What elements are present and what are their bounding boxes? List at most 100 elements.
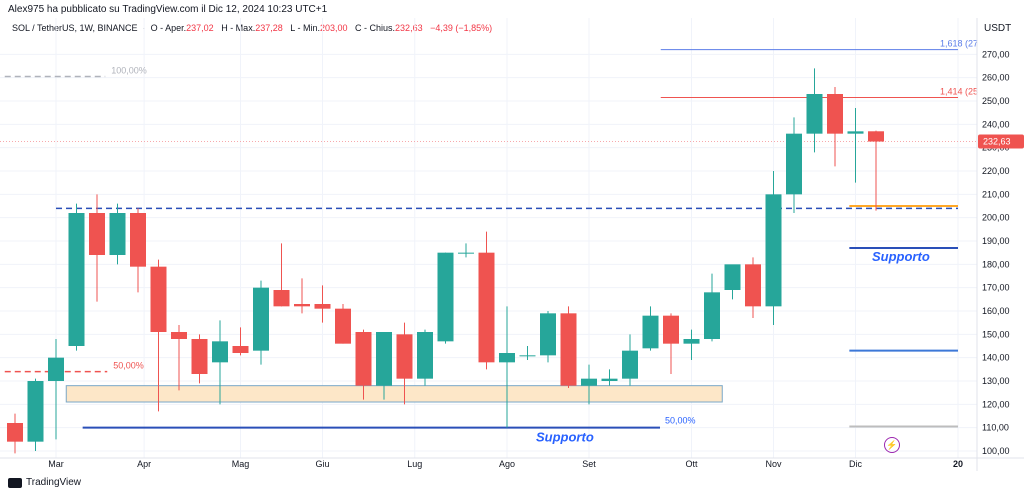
time-tick-label: Mag <box>232 459 250 469</box>
candle-body <box>560 313 577 386</box>
price-tick-label: 170,00 <box>982 283 1010 293</box>
candle-body <box>704 292 720 339</box>
candle <box>437 252 454 344</box>
price-tick-label: 260,00 <box>982 73 1010 83</box>
candle <box>540 311 556 363</box>
candle <box>7 413 23 454</box>
open-value: 237,02 <box>186 23 214 33</box>
low-label: L - Min. <box>290 23 320 33</box>
candle <box>745 257 761 318</box>
candle <box>704 273 720 342</box>
brand-label: TradingView <box>26 477 82 488</box>
candle <box>683 329 700 360</box>
candle-body <box>27 381 44 442</box>
time-tick-label: Apr <box>137 459 151 469</box>
currency-label[interactable]: USDT <box>984 23 1012 34</box>
candle <box>458 243 474 258</box>
candle-body <box>150 266 167 332</box>
close-value: 232,63 <box>395 23 423 33</box>
candle-body <box>827 94 843 134</box>
candle-body <box>109 213 126 255</box>
price-tick-label: 160,00 <box>982 306 1010 316</box>
high-label: H - Max. <box>221 23 256 33</box>
support-label: Supporto <box>872 249 930 264</box>
symbol-label[interactable]: SOL / TetherUS, 1W, BINANCE <box>12 23 138 33</box>
fib-level-label: 100,00% <box>111 66 147 76</box>
candle-body <box>581 378 597 386</box>
candle-body <box>519 355 536 357</box>
candle-body <box>396 334 413 379</box>
candle <box>622 334 638 386</box>
candle <box>273 243 290 307</box>
time-tick-label: Dic <box>849 459 862 469</box>
candle-body <box>786 133 802 195</box>
candle <box>48 339 64 440</box>
candle <box>68 203 85 351</box>
candle <box>171 325 187 391</box>
candle <box>560 306 577 388</box>
candle-body <box>376 332 392 386</box>
time-tick-label: Ott <box>685 459 698 469</box>
candle-body <box>478 252 495 363</box>
candle-body <box>724 264 741 290</box>
price-tick-label: 220,00 <box>982 166 1010 176</box>
candle <box>27 378 44 451</box>
high-value: 237,28 <box>255 23 283 33</box>
candlestick-chart[interactable]: 1,618 (27 1,414 (25 100,00% 50,00% Supporto S… <box>0 0 1024 471</box>
candle <box>335 304 351 344</box>
candle-body <box>232 346 249 353</box>
close-label: C - Chius. <box>355 23 396 33</box>
candle <box>355 329 372 400</box>
tradingview-logo[interactable]: TradingView <box>8 477 81 488</box>
candle-body <box>458 252 474 254</box>
low-value: 203,00 <box>319 23 348 33</box>
candle-body <box>253 287 269 351</box>
price-tick-label: 240,00 <box>982 119 1010 129</box>
last-price-label: 232,63 <box>983 137 1011 147</box>
tradingview-logo-icon <box>8 477 22 488</box>
candle <box>663 313 679 374</box>
time-tick-label: Set <box>582 459 596 469</box>
candle <box>294 278 310 314</box>
candle <box>765 171 782 325</box>
candle-body <box>417 332 433 379</box>
candle <box>109 203 126 265</box>
support-zone <box>65 385 723 403</box>
candle <box>417 329 433 386</box>
candle-body <box>68 213 85 346</box>
candle-body <box>745 264 761 307</box>
time-tick-label: Giu <box>315 459 329 469</box>
price-tick-label: 250,00 <box>982 96 1010 106</box>
time-tick-label: Nov <box>765 459 782 469</box>
price-tick-label: 190,00 <box>982 236 1010 246</box>
candle-body <box>294 304 310 307</box>
candle-body <box>355 332 372 386</box>
open-label: O - Aper. <box>150 23 187 33</box>
candle <box>581 364 597 405</box>
candle-body <box>601 378 618 381</box>
candle <box>806 68 823 153</box>
candle-body <box>499 353 515 363</box>
candle-body <box>335 308 351 344</box>
time-tick-label: Ago <box>499 459 515 469</box>
ohlc-legend: SOL / TetherUS, 1W, BINANCE · O - Aper.2… <box>12 23 492 33</box>
candle <box>232 327 249 356</box>
lightning-icon[interactable]: ⚡ <box>884 437 900 453</box>
price-tick-label: 120,00 <box>982 399 1010 409</box>
candle <box>396 322 413 405</box>
time-tick-label: 20 <box>953 459 963 469</box>
price-tick-label: 150,00 <box>982 329 1010 339</box>
price-tick-label: 180,00 <box>982 259 1010 269</box>
candle-body <box>273 290 290 307</box>
candle-body <box>642 315 659 349</box>
fib-level-label: 1,618 (27 <box>940 39 978 49</box>
price-tick-label: 200,00 <box>982 213 1010 223</box>
candle-body <box>48 357 64 381</box>
publisher-line: Alex975 ha pubblicato su TradingView.com… <box>8 4 328 15</box>
price-tick-label: 210,00 <box>982 189 1010 199</box>
candle <box>868 130 884 211</box>
candle <box>130 208 146 293</box>
candle <box>478 231 495 370</box>
candle-body <box>847 131 864 134</box>
price-tick-label: 270,00 <box>982 49 1010 59</box>
